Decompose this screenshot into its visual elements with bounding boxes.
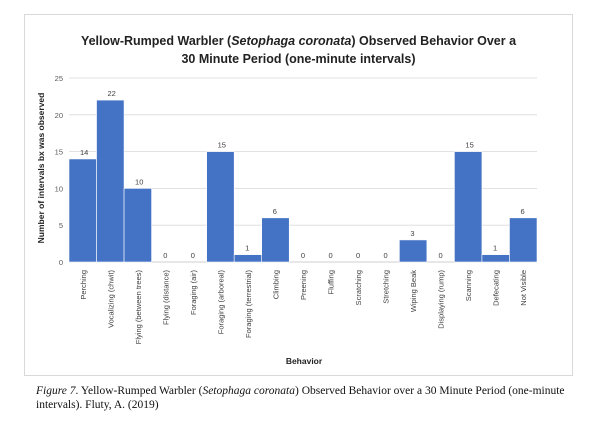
x-tick-label: Perching	[79, 270, 88, 300]
data-label: 0	[191, 251, 195, 260]
x-tick-label: Scanning	[464, 270, 473, 301]
y-tick-label: 5	[59, 221, 63, 230]
bar	[206, 151, 235, 263]
x-axis-ticks: Perching Vocalizing (chwit) Flying (betwee…	[79, 269, 528, 344]
chart-title-part: ) Observed Behavior Over a	[351, 34, 517, 48]
data-label: 0	[439, 251, 443, 260]
bar	[509, 217, 538, 263]
data-label: 22	[108, 89, 116, 98]
bar	[261, 217, 290, 263]
figure-caption: Figure 7. Yellow-Rumped Warbler (Setopha…	[36, 384, 576, 412]
bar	[454, 151, 483, 263]
chart-title-line-1: Yellow-Rumped Warbler (Setophaga coronat…	[24, 34, 573, 48]
x-tick-label: Flying (between trees)	[134, 270, 143, 345]
data-label: 15	[218, 141, 226, 150]
bar	[399, 239, 428, 263]
bar	[233, 254, 263, 263]
bar	[68, 158, 97, 263]
data-labels: 14 22 10 0 0 15 1 6 0 0 0 0 3 0 15 1 6	[80, 89, 525, 260]
data-label: 0	[384, 251, 388, 260]
x-tick-label: Scratching	[354, 270, 363, 305]
data-label: 0	[328, 251, 332, 260]
bar	[481, 254, 510, 263]
x-tick-label: Foraging (terrestrial)	[244, 269, 253, 337]
x-tick-label: Displaying (rump)	[437, 270, 446, 329]
data-label: 1	[493, 244, 497, 253]
x-tick-label: Flying (distance)	[161, 270, 170, 326]
x-tick-label: Wiping Beak	[409, 270, 418, 312]
x-tick-label: Foraging (arboreal)	[216, 270, 225, 335]
data-label: 0	[163, 251, 167, 260]
data-label: 14	[80, 148, 88, 157]
chart-title-part: Yellow-Rumped Warbler (	[80, 34, 232, 48]
x-tick-label: Foraging (air)	[189, 269, 198, 315]
y-axis-ticks: 0 5 10 15 20 25	[55, 74, 63, 267]
data-label: 6	[520, 207, 524, 216]
caption-text: . Yellow-Rumped Warbler (	[75, 385, 203, 397]
caption-text: ) Observed Behavior over a 30 Minute Per…	[36, 385, 565, 411]
data-label: 15	[465, 141, 473, 150]
data-label: 6	[273, 207, 277, 216]
data-label: 0	[301, 251, 305, 260]
bars	[68, 99, 538, 263]
x-tick-label: Stretching	[382, 270, 391, 304]
x-tick-label: Fluffing	[327, 270, 336, 294]
x-tick-label: Preening	[299, 270, 308, 300]
y-tick-label: 0	[59, 258, 63, 267]
bar	[96, 99, 125, 263]
y-tick-label: 10	[55, 184, 63, 193]
data-label: 1	[245, 244, 249, 253]
chart-title-species: Setophaga coronata	[231, 34, 352, 48]
y-tick-label: 15	[55, 148, 63, 157]
x-tick-label: Vocalizing (chwit)	[106, 270, 115, 328]
x-tick-label: Climbing	[271, 270, 280, 299]
y-axis-title: Number of intervals bx was observed	[36, 93, 46, 244]
bar	[123, 188, 152, 263]
data-label: 3	[410, 229, 414, 238]
data-label: 10	[135, 177, 143, 186]
y-tick-label: 25	[55, 74, 63, 83]
x-axis-title: Behavior	[286, 356, 323, 366]
y-tick-label: 20	[55, 111, 63, 120]
chart-title-line-2: 30 Minute Period (one-minute intervals)	[181, 52, 416, 66]
x-tick-label: Not Visible	[519, 270, 528, 306]
caption-species: Setophaga coronata	[202, 385, 295, 397]
x-tick-label: Defecating	[492, 270, 501, 306]
data-label: 0	[356, 251, 360, 260]
caption-figure-label: Figure 7	[36, 385, 76, 397]
